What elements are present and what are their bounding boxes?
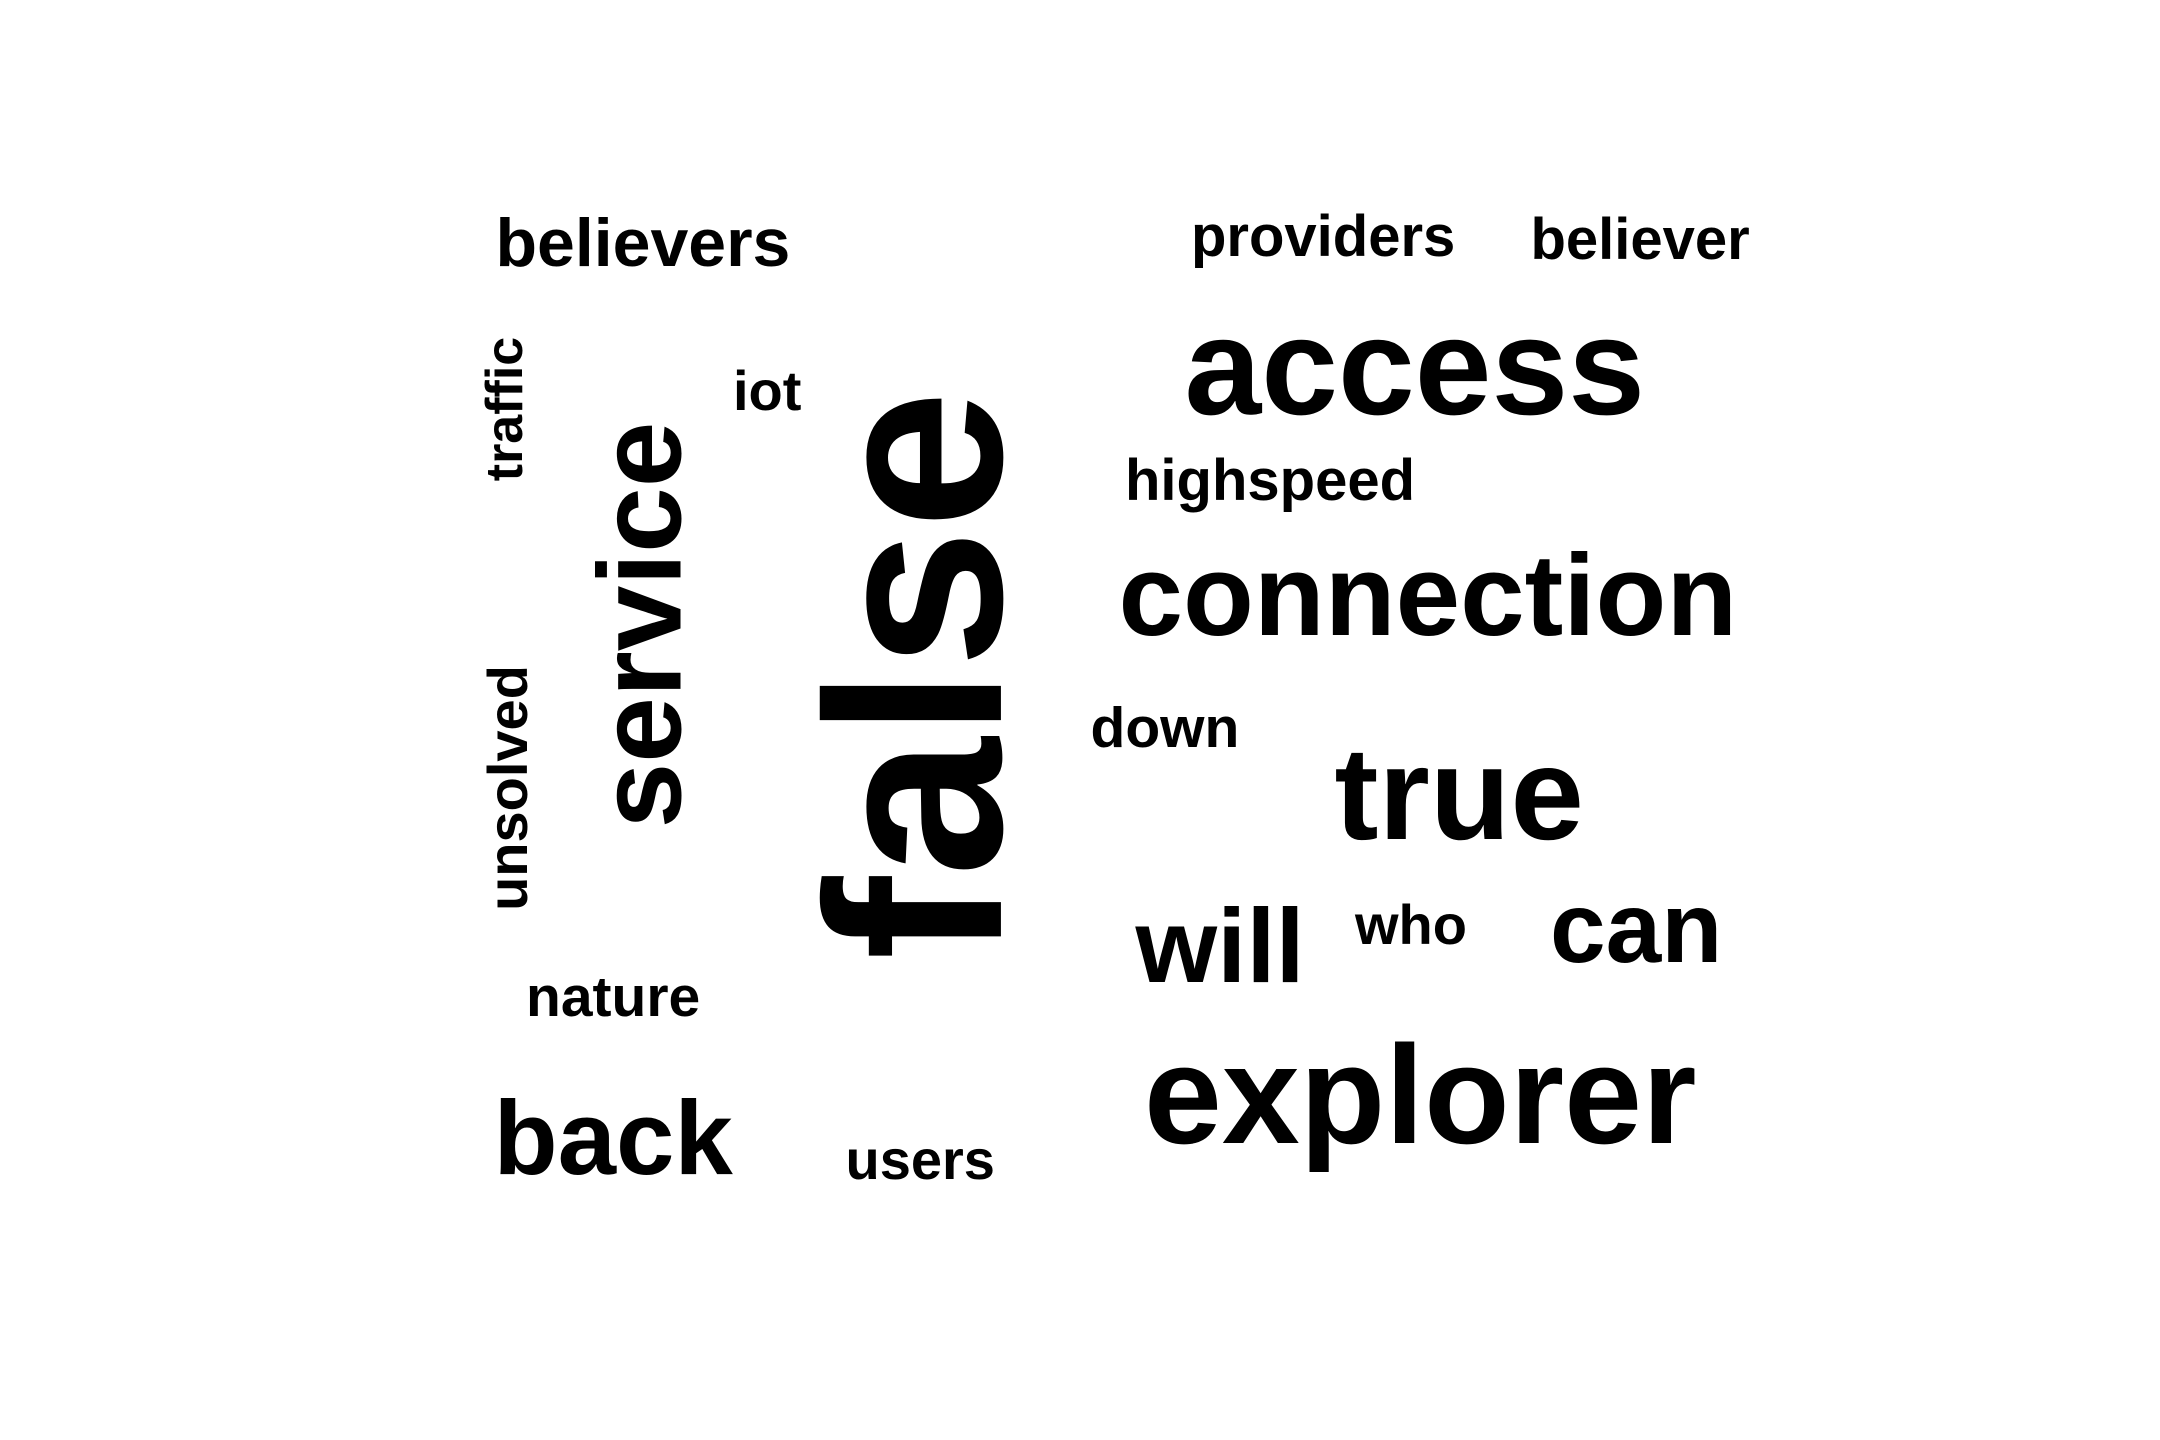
word-who: who xyxy=(1355,893,1467,956)
word-connection: connection xyxy=(1118,530,1738,660)
word-traffic: traffic xyxy=(476,336,535,482)
word-back: back xyxy=(493,1079,733,1197)
word-believers: believers xyxy=(495,205,791,281)
word-nature: nature xyxy=(526,964,701,1029)
word-believer: believer xyxy=(1530,207,1750,272)
word-false: false xyxy=(774,390,1054,960)
word-unsolved: unsolved xyxy=(475,665,539,911)
word-access: access xyxy=(1184,290,1646,444)
word-explorer: explorer xyxy=(1144,1016,1697,1173)
word-highspeed: highspeed xyxy=(1125,448,1416,513)
word-iot: iot xyxy=(733,359,802,422)
word-can: can xyxy=(1550,872,1723,984)
word-will: will xyxy=(1135,887,1305,1005)
word-users: users xyxy=(845,1128,995,1191)
word-down: down xyxy=(1090,695,1240,760)
word-true: true xyxy=(1334,720,1584,867)
word-service: service xyxy=(573,421,706,829)
word-providers: providers xyxy=(1191,204,1456,269)
